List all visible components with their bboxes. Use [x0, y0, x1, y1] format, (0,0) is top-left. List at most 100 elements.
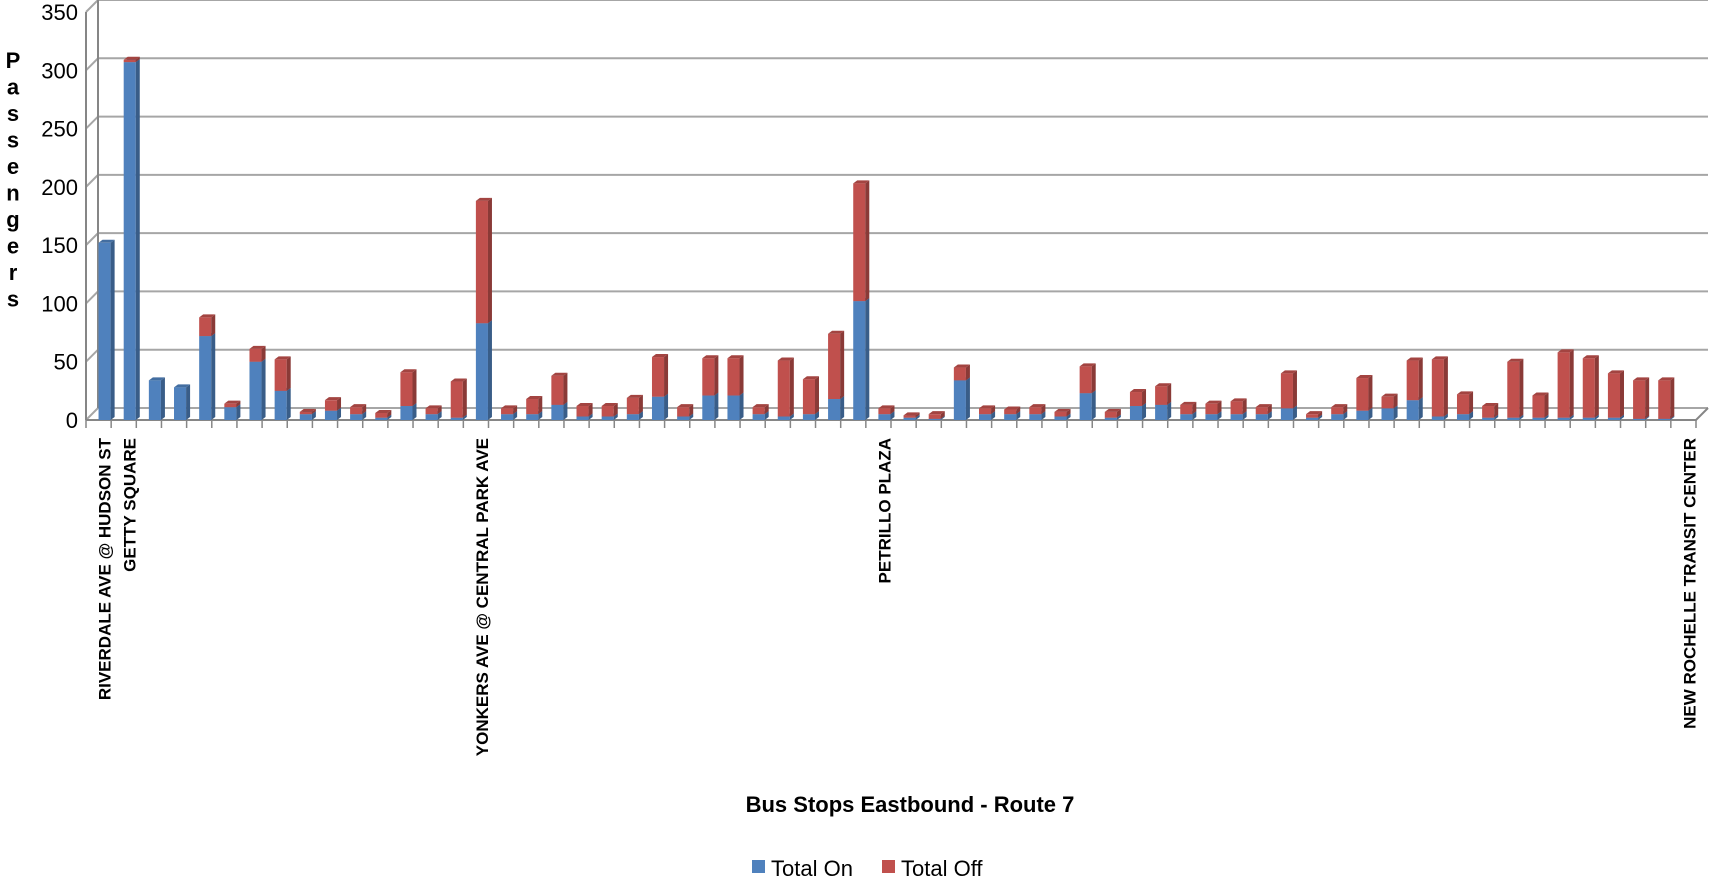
bar-total-off [526, 396, 543, 415]
y-axis-title-letter: s [7, 128, 19, 153]
bar-total-off [224, 400, 241, 408]
y-axis-title-letter: P [6, 48, 21, 73]
bar-total-off [1507, 358, 1524, 418]
bar-total-on [853, 298, 870, 420]
y-axis-title-letter: a [7, 75, 20, 100]
bar-total-off [249, 345, 266, 362]
bar-total-off [802, 376, 819, 415]
y-tick-label: 150 [41, 233, 78, 258]
bar-total-off [878, 405, 895, 415]
bar-total-on [123, 59, 140, 421]
bar-total-off [1054, 408, 1071, 417]
bar-total-off [375, 410, 392, 418]
bar-total-off [1582, 355, 1599, 418]
bar-total-off [450, 378, 467, 418]
y-axis-title-letter: s [7, 101, 19, 126]
bar-total-off [1356, 375, 1373, 411]
bar-total-off [1381, 393, 1398, 409]
gridline [85, 348, 1708, 363]
bars [98, 56, 1675, 421]
x-category-label: RIVERDALE AVE @ HUDSON ST [96, 437, 115, 700]
bar-total-off [1306, 411, 1323, 418]
y-axis-title-letter: e [7, 234, 19, 259]
gridline [85, 57, 1708, 71]
y-axis-title-letter: n [6, 181, 19, 206]
bar-total-off [1633, 377, 1650, 419]
y-tick-label: 350 [41, 0, 78, 25]
bar-total-off [400, 369, 417, 407]
bar-total-off [475, 197, 492, 324]
x-category-label: GETTY SQUARE [121, 438, 140, 572]
bar-total-off [953, 364, 970, 381]
y-axis-ticks: 0 50 100 150 200 250 300 350 [41, 0, 78, 433]
bar-total-on [199, 333, 216, 420]
bar-total-off [1331, 404, 1348, 415]
bar-total-off [1280, 370, 1297, 409]
x-category-label: PETRILLO PLAZA [875, 438, 894, 583]
bar-total-off [1482, 403, 1499, 418]
bar-total-on [651, 393, 669, 420]
bar-total-off [1532, 392, 1549, 418]
bar-total-off [677, 404, 694, 417]
x-axis-category-labels: RIVERDALE AVE @ HUDSON ST GETTY SQUARE YON… [96, 437, 1700, 756]
legend-label: Total On [771, 856, 853, 881]
bar-total-off [1205, 400, 1222, 415]
bar-total-on [274, 387, 291, 420]
x-axis-title: Bus Stops Eastbound - Route 7 [746, 792, 1075, 817]
bar-total-off [853, 180, 870, 302]
y-tick-label: 100 [41, 291, 78, 316]
y-tick-label: 50 [54, 350, 78, 375]
gridline [85, 290, 1708, 305]
bar-total-off [1456, 391, 1474, 415]
x-category-label: NEW ROCHELLE TRANSIT CENTER [1680, 438, 1699, 729]
bar-total-off [1406, 357, 1423, 401]
bar-total-off [1230, 398, 1247, 415]
gridline [85, 232, 1708, 246]
bar-total-off [601, 403, 618, 417]
gridline [85, 173, 1708, 188]
bar-total-off [425, 405, 442, 415]
bar-total-off [651, 354, 669, 397]
legend-swatch [752, 860, 765, 873]
y-axis-title-letter: s [7, 287, 19, 312]
bar-total-off [123, 56, 140, 63]
x-category-label: YONKERS AVE @ CENTRAL PARK AVE [473, 438, 492, 756]
bar-total-off [501, 405, 518, 415]
bar-total-off [928, 411, 945, 419]
bar-total-on [1406, 397, 1423, 420]
gridlines [85, 0, 1708, 421]
y-tick-label: 200 [41, 175, 78, 200]
axes [85, 0, 1709, 428]
bar-total-off [1431, 356, 1448, 417]
bar-total-on [953, 377, 970, 420]
bar-total-on [828, 396, 845, 420]
y-axis-title-letter: g [6, 207, 19, 232]
bar-total-off [903, 412, 920, 418]
bar-total-on [702, 392, 719, 420]
y-tick-label: 0 [66, 408, 78, 433]
bar-total-off [551, 372, 568, 405]
y-tick-label: 300 [41, 58, 78, 83]
bar-total-off [1104, 408, 1121, 418]
gridline [85, 115, 1708, 130]
bar-total-on [98, 239, 115, 420]
bar-total-on [475, 320, 492, 420]
bar-total-off [1658, 377, 1675, 419]
bar-total-off [702, 355, 719, 396]
bar-total-off [1004, 406, 1021, 415]
bar-total-off [299, 408, 316, 415]
bar-total-off [1129, 389, 1147, 407]
bar-total-off [979, 405, 996, 415]
legend-swatch [882, 860, 895, 873]
legend: Total On Total Off [752, 856, 983, 881]
bar-total-off [752, 404, 769, 415]
bar-total-off [1255, 404, 1272, 415]
bar-total-off [199, 314, 216, 337]
bar-total-off [1029, 404, 1046, 415]
legend-label: Total Off [901, 856, 983, 881]
bar-total-off [777, 357, 794, 417]
bar-total-off [1180, 401, 1197, 415]
bar-total-off [350, 404, 367, 415]
